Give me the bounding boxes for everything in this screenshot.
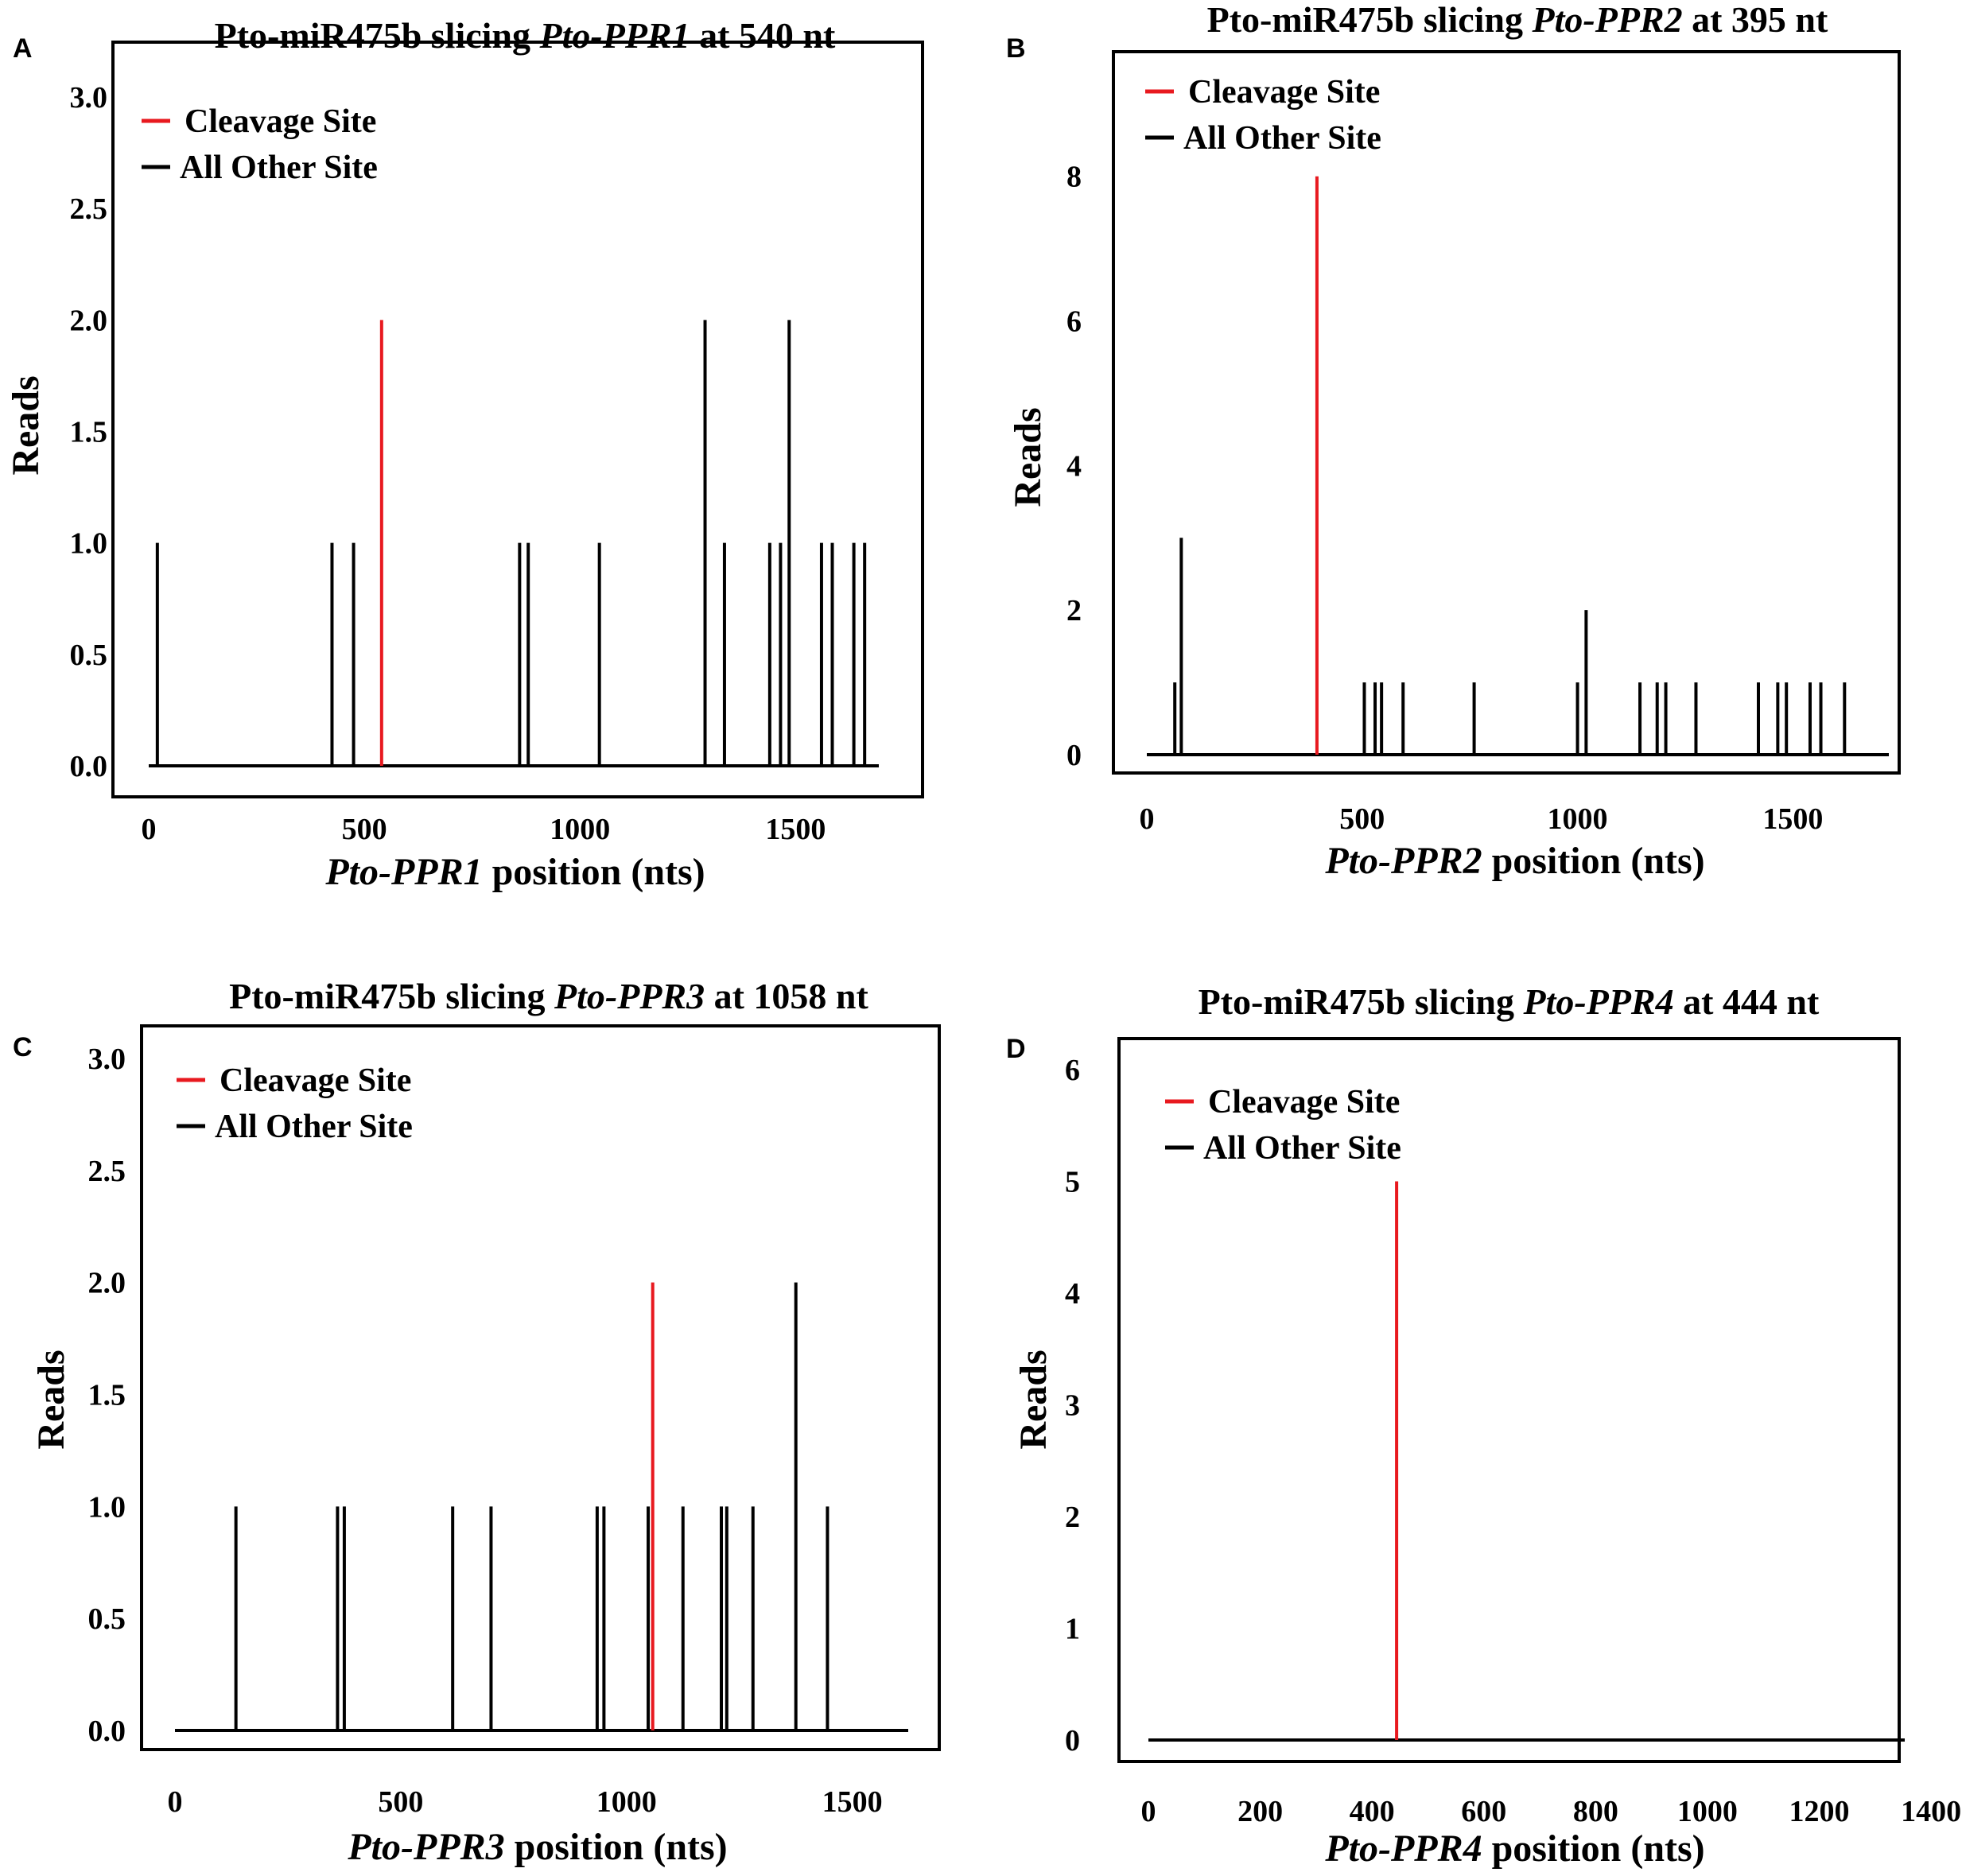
- legend: Cleavage Site All Other Site: [177, 1062, 413, 1145]
- y-tick-label: 0.0: [70, 750, 108, 783]
- y-tick-label: 2: [1065, 1501, 1080, 1534]
- y-tick-label: 8: [1066, 161, 1082, 194]
- x-tick-label: 0: [168, 1785, 183, 1819]
- x-tick-label: 400: [1350, 1795, 1395, 1828]
- x-tick-label: 0: [1140, 802, 1155, 836]
- panel-a: A Pto-miR475b slicing Pto-PPR1 at 540 nt 0…: [5, 15, 924, 893]
- y-tick-label: 3.0: [88, 1043, 126, 1076]
- y-tick-label: 1.0: [70, 527, 108, 561]
- y-tick-label: 0.0: [88, 1715, 126, 1748]
- chart-title: Pto-miR475b slicing Pto-PPR2 at 395 nt: [1207, 0, 1828, 40]
- x-tick-label: 1400: [1901, 1795, 1961, 1828]
- y-tick-label: 2.0: [88, 1267, 126, 1300]
- y-tick-label: 5: [1065, 1166, 1080, 1199]
- x-tick-label: 500: [378, 1785, 423, 1819]
- y-tick-label: 3: [1065, 1389, 1080, 1423]
- plot-frame: [1112, 50, 1901, 775]
- plot-frame: [1117, 1037, 1901, 1763]
- y-axis-label: Reads: [1012, 1350, 1055, 1449]
- y-tick-label: 3.0: [70, 81, 108, 115]
- plot-frame: [140, 1024, 941, 1751]
- legend-label-cleavage: Cleavage Site: [185, 103, 376, 140]
- x-tick-label: 1200: [1789, 1795, 1850, 1828]
- y-tick-label: 6: [1066, 305, 1082, 339]
- y-tick-label: 2.5: [88, 1155, 126, 1188]
- y-tick-label: 2: [1066, 594, 1082, 627]
- legend: Cleavage Site All Other Site: [142, 103, 378, 186]
- legend: Cleavage Site All Other Site: [1165, 1084, 1401, 1167]
- y-tick-label: 1.0: [88, 1490, 126, 1524]
- panel-c: C Pto-miR475b slicing Pto-PPR3 at 1058 nt…: [13, 976, 941, 1868]
- y-tick-label: 0.5: [70, 639, 108, 672]
- plot-frame: [111, 41, 924, 798]
- y-tick-label: 1: [1065, 1613, 1080, 1646]
- x-tick-label: 1000: [1548, 802, 1608, 836]
- x-tick-label: 200: [1237, 1795, 1283, 1828]
- x-tick-label: 500: [1339, 802, 1385, 836]
- panel-b: B Pto-miR475b slicing Pto-PPR2 at 395 nt 0…: [1006, 0, 1901, 882]
- x-tick-label: 0: [1141, 1795, 1156, 1828]
- y-axis-label: Reads: [30, 1350, 72, 1449]
- x-axis-label: Pto-PPR2 position (nts): [1324, 840, 1704, 882]
- y-tick-label: 2.5: [70, 192, 108, 226]
- x-tick-label: 1000: [596, 1785, 657, 1819]
- chart-title: Pto-miR475b slicing Pto-PPR4 at 444 nt: [1199, 981, 1820, 1022]
- y-axis-label: Reads: [1007, 407, 1049, 507]
- legend-label-cleavage: Cleavage Site: [220, 1062, 411, 1099]
- y-tick-label: 0: [1065, 1724, 1080, 1758]
- y-tick-label: 4: [1066, 449, 1082, 483]
- x-tick-label: 1500: [1762, 802, 1823, 836]
- x-tick-label: 0: [142, 813, 157, 846]
- x-tick-label: 500: [342, 813, 387, 846]
- x-axis-label: Pto-PPR1 position (nts): [324, 851, 705, 893]
- x-axis-label: Pto-PPR3 position (nts): [347, 1826, 727, 1868]
- legend-label-other: All Other Site: [180, 150, 378, 186]
- chart-title: Pto-miR475b slicing Pto-PPR1 at 540 nt: [215, 15, 836, 56]
- legend: Cleavage Site All Other Site: [1145, 74, 1381, 157]
- panel-letter: D: [1006, 1034, 1026, 1064]
- x-tick-label: 1000: [1677, 1795, 1738, 1828]
- x-axis-label: Pto-PPR4 position (nts): [1324, 1827, 1704, 1870]
- panel-d: D Pto-miR475b slicing Pto-PPR4 at 444 nt 0…: [1006, 981, 1961, 1870]
- chart-title: Pto-miR475b slicing Pto-PPR3 at 1058 nt: [229, 976, 868, 1016]
- x-tick-label: 600: [1461, 1795, 1506, 1828]
- legend-label-other: All Other Site: [215, 1109, 413, 1145]
- y-tick-label: 6: [1065, 1054, 1080, 1087]
- x-tick-label: 1000: [550, 813, 610, 846]
- legend-label-cleavage: Cleavage Site: [1188, 74, 1380, 111]
- y-tick-label: 1.5: [88, 1379, 126, 1412]
- panel-letter: A: [13, 33, 33, 64]
- x-tick-label: 800: [1573, 1795, 1618, 1828]
- y-tick-label: 4: [1065, 1277, 1080, 1311]
- panel-letter: B: [1006, 33, 1026, 64]
- panel-letter: C: [13, 1032, 33, 1062]
- x-tick-label: 1500: [765, 813, 826, 846]
- legend-label-other: All Other Site: [1203, 1130, 1401, 1167]
- legend-label-cleavage: Cleavage Site: [1208, 1084, 1400, 1121]
- legend-label-other: All Other Site: [1183, 120, 1381, 157]
- y-tick-label: 1.5: [70, 416, 108, 449]
- y-tick-label: 0: [1066, 739, 1082, 772]
- y-tick-label: 0.5: [88, 1602, 126, 1636]
- y-axis-label: Reads: [5, 375, 47, 475]
- x-tick-label: 1500: [822, 1785, 883, 1819]
- y-tick-label: 2.0: [70, 304, 108, 337]
